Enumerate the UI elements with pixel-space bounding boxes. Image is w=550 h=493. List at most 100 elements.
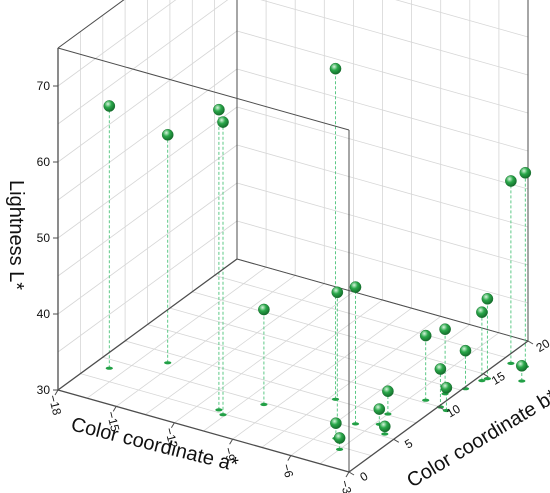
- y-tick-mark: [348, 471, 355, 476]
- data-point: [519, 166, 532, 179]
- floor-marker: [384, 412, 392, 416]
- data-point: [516, 359, 528, 372]
- y-tick-mark: [483, 373, 489, 378]
- data-point: [217, 116, 229, 128]
- floor-grid-line: [102, 356, 394, 440]
- left-wall-grid-line: [57, 144, 238, 277]
- y-tick-mark: [393, 438, 400, 443]
- floor-grid-line: [192, 291, 484, 375]
- floor-marker: [215, 408, 223, 412]
- floor-marker: [164, 361, 172, 365]
- data-point: [161, 128, 174, 141]
- drop-lines: [108, 68, 526, 450]
- data-point: [378, 420, 391, 433]
- floor-marker: [518, 379, 526, 383]
- floor-marker: [507, 361, 515, 365]
- back-wall-grid-line: [236, 144, 529, 228]
- data-point: [329, 62, 342, 75]
- floor-marker: [336, 447, 344, 451]
- y-tick-label: 5: [402, 436, 415, 452]
- floor-marker: [219, 413, 227, 417]
- data-point: [434, 363, 447, 375]
- back-wall-grid-line: [260, 0, 529, 76]
- frame-edge: [57, 0, 125, 49]
- back-wall-grid-line: [236, 106, 529, 190]
- frame-edge: [57, 258, 238, 391]
- x-tick-label: −18: [46, 393, 65, 416]
- data-point: [459, 344, 472, 357]
- x-tick-label: −15: [104, 410, 123, 433]
- floor-marker: [483, 377, 491, 381]
- z-tick-label: 70: [37, 79, 51, 93]
- data-point: [476, 306, 488, 319]
- data-point: [373, 403, 386, 415]
- x-tick-mark: [54, 389, 59, 396]
- y-tick-mark: [438, 406, 444, 410]
- back-wall-grid-line: [236, 68, 529, 152]
- tick-marks: [53, 85, 534, 478]
- floor-marker: [331, 397, 340, 401]
- y-tick-label: 15: [489, 369, 508, 388]
- x-tick-mark: [112, 406, 117, 412]
- x-tick-mark: [170, 422, 175, 429]
- left-wall-grid-line: [57, 182, 238, 315]
- data-point: [439, 323, 451, 336]
- data-point: [419, 329, 432, 342]
- y-tick-label: 0: [357, 469, 370, 485]
- data-point: [330, 417, 342, 430]
- data-point: [481, 292, 494, 305]
- data-point: [505, 175, 517, 187]
- x-tick-label: −3: [337, 479, 354, 493]
- z-tick-label: 60: [37, 155, 51, 169]
- z-tick-label: 50: [37, 231, 51, 245]
- back-wall-grid-line: [395, 0, 529, 38]
- back-wall-grid-line: [236, 220, 529, 304]
- frame-edge: [236, 258, 529, 342]
- floor-marker: [422, 398, 430, 402]
- floor-marker: [381, 432, 389, 436]
- data-markers: [103, 62, 532, 444]
- floor-marker: [442, 408, 450, 413]
- x-tick-label: −9: [221, 446, 238, 463]
- y-tick-mark: [527, 340, 534, 345]
- floor-markers: [105, 361, 529, 451]
- floor-marker: [351, 422, 360, 426]
- back-grid: [57, 0, 529, 473]
- data-point: [213, 103, 225, 116]
- frame-edge: [57, 389, 350, 473]
- x-tick-mark: [345, 471, 350, 478]
- y-tick-label: 20: [534, 336, 550, 355]
- floor-grid-line: [169, 307, 462, 391]
- data-point: [258, 303, 270, 316]
- frame-front-edges: [57, 47, 529, 473]
- x-tick-label: −6: [279, 462, 296, 479]
- data-point: [349, 281, 362, 293]
- z-tick-label: 40: [37, 307, 51, 321]
- x-tick-mark: [229, 438, 234, 445]
- x-tick-label: −12: [162, 426, 181, 449]
- data-point: [103, 100, 116, 112]
- y-tick-label: 10: [444, 401, 463, 420]
- back-wall-grid-line: [236, 30, 529, 114]
- left-wall-grid-line: [57, 0, 229, 125]
- frame-edge: [57, 47, 350, 131]
- data-point: [333, 432, 346, 444]
- left-wall-grid-line: [57, 220, 238, 353]
- data-point: [440, 381, 453, 394]
- data-point: [382, 385, 394, 398]
- floor-marker: [478, 379, 486, 383]
- floor-grid-line: [214, 275, 506, 358]
- left-wall-grid-line: [57, 30, 238, 163]
- floor-grid-line: [124, 340, 417, 424]
- left-wall-grid-line: [57, 68, 238, 201]
- floor-marker: [105, 366, 113, 370]
- data-point: [331, 286, 344, 299]
- z-tick-label: 30: [37, 383, 51, 397]
- x-tick-mark: [287, 455, 292, 461]
- z-axis-title: Lightness L*: [5, 180, 27, 290]
- left-wall-grid-line: [57, 106, 238, 239]
- left-wall-grid-line: [57, 0, 177, 87]
- floor-marker: [260, 402, 268, 407]
- back-wall-grid-line: [236, 182, 529, 266]
